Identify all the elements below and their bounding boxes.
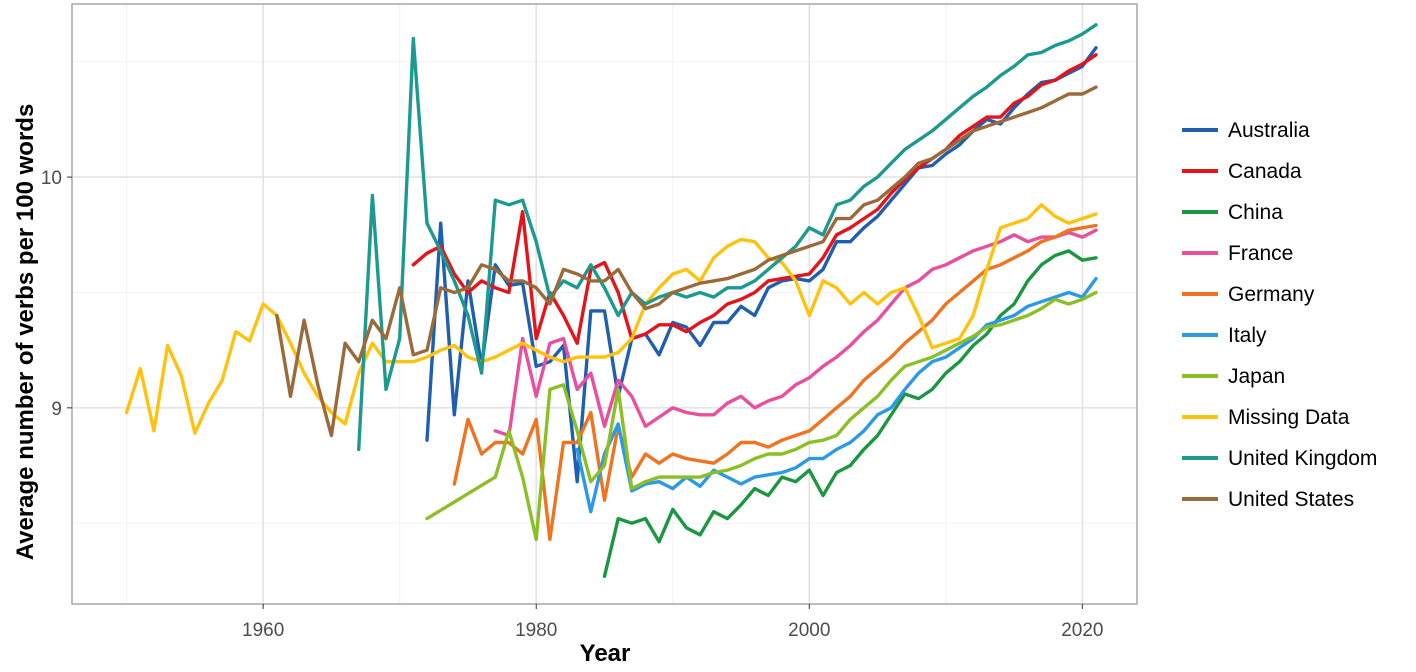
legend: Australia Canada China France Germany Italy Ja… (1182, 119, 1377, 511)
series-line-italy (575, 276, 1098, 514)
x-tick-label: 1960 (242, 620, 284, 641)
series-line-canada (411, 53, 1098, 345)
series-line-united-states (275, 85, 1098, 438)
legend-label: Germany (1228, 283, 1315, 306)
series-line-missing-data (124, 203, 1098, 435)
y-tick-label: 10 (41, 168, 62, 189)
x-axis-title: Year (580, 640, 631, 667)
axis-layer: 1960 1980 2000 2020 9 10 (41, 168, 1104, 641)
x-tick-label: 1980 (515, 620, 557, 641)
series-line-germany (452, 223, 1098, 542)
series-line-australia (425, 46, 1098, 484)
y-axis-title: Average number of verbs per 100 words (12, 104, 39, 561)
legend-label: China (1228, 201, 1283, 224)
legend-label: United States (1228, 488, 1354, 511)
legend-label: United Kingdom (1228, 447, 1377, 470)
legend-label: France (1228, 242, 1293, 265)
x-tick-label: 2000 (788, 620, 830, 641)
x-tick-label: 2020 (1061, 620, 1103, 641)
series-line-china (602, 249, 1098, 578)
legend-label: Italy (1228, 324, 1267, 347)
legend-label: Canada (1228, 160, 1302, 183)
series-layer (124, 23, 1098, 578)
legend-label: Australia (1228, 119, 1310, 142)
legend-label: Missing Data (1228, 406, 1350, 429)
series-line-united-kingdom (357, 23, 1098, 452)
plot-frame (71, 3, 1138, 605)
y-tick-label: 9 (51, 399, 62, 420)
legend-label: Japan (1228, 365, 1285, 388)
grid-layer (72, 4, 1137, 604)
series-line-japan (425, 290, 1098, 542)
